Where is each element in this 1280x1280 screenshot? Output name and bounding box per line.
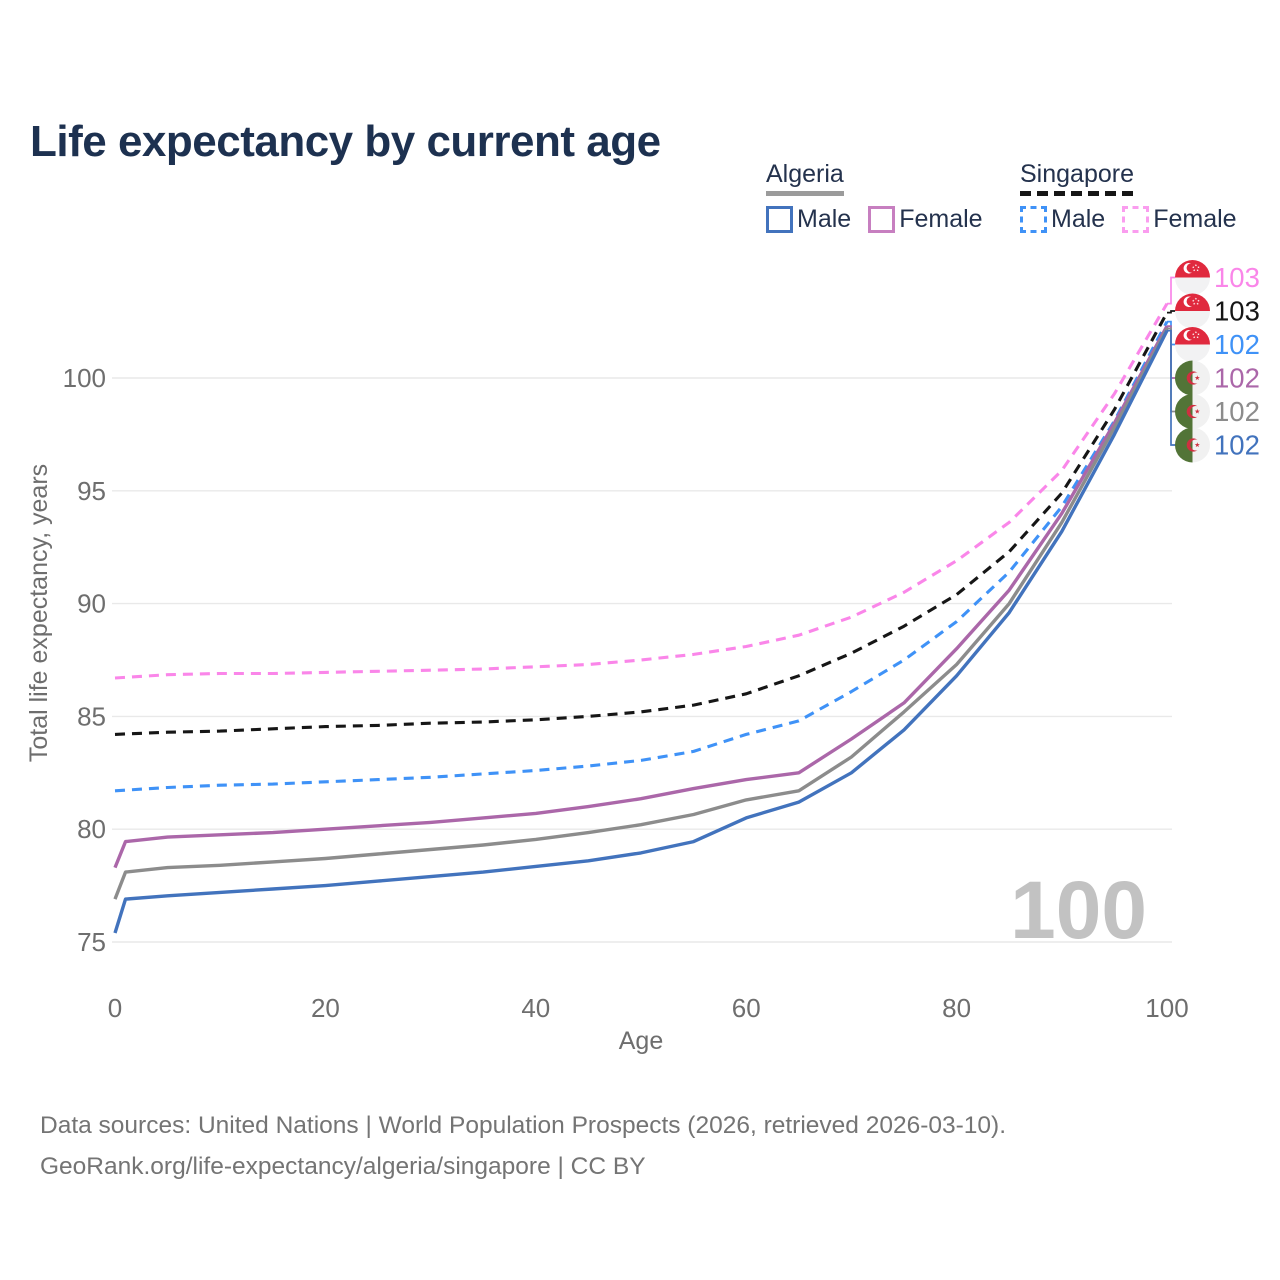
legend-country-singapore: Singapore: [1020, 161, 1134, 196]
legend-item-algeria-female[interactable]: Female: [868, 205, 983, 234]
y-tick-label: 95: [77, 476, 106, 506]
leader-line: [1167, 329, 1176, 446]
algeria-flag-icon: [1175, 360, 1210, 396]
end-value-label: 102: [1214, 363, 1260, 394]
singapore-flag-icon: [1175, 293, 1210, 329]
singapore-female-checkbox[interactable]: [1122, 206, 1150, 233]
leader-line: [1167, 310, 1176, 314]
y-tick-label: 80: [77, 814, 106, 844]
singapore-male-checkbox[interactable]: [1020, 206, 1047, 233]
end-value-label: 102: [1214, 396, 1260, 427]
y-tick-label: 90: [77, 589, 106, 619]
end-value-label: 103: [1214, 296, 1260, 327]
footer: Data sources: United Nations | World Pop…: [40, 1106, 1006, 1187]
y-axis-title: Total life expectancy, years: [25, 464, 53, 762]
algeria-flag-icon: [1175, 427, 1210, 463]
x-tick-label: 80: [942, 993, 971, 1023]
singapore-line-style-swatch: [1020, 191, 1134, 196]
legend-country-label: Algeria: [766, 160, 844, 188]
y-tick-label: 75: [77, 927, 106, 957]
series-line-singapore-female: [114, 302, 1169, 680]
legend-item-label: Female: [1153, 205, 1237, 233]
legend-item-singapore-female[interactable]: Female: [1122, 205, 1237, 234]
singapore-flag-icon: [1175, 260, 1210, 295]
algeria-female-checkbox[interactable]: [868, 206, 896, 233]
series-line-singapore-total: [114, 311, 1169, 736]
end-value-label: 102: [1214, 430, 1260, 461]
algeria-flag-icon: [1175, 394, 1210, 429]
legend-item-algeria-male[interactable]: Male: [766, 205, 851, 234]
series-line-algeria-female: [113, 325, 1169, 869]
legend-group-singapore: Singapore Male Female: [1020, 161, 1237, 234]
algeria-line-style-swatch: [766, 191, 844, 196]
legend-item-label: Male: [1051, 205, 1106, 233]
legend-country-label: Singapore: [1020, 160, 1134, 188]
page-title: Life expectancy by current age: [30, 117, 661, 167]
singapore-flag-icon: [1175, 327, 1210, 362]
y-tick-label: 100: [63, 363, 106, 393]
legend-item-label: Male: [797, 205, 852, 233]
legend-item-singapore-male[interactable]: Male: [1020, 205, 1105, 234]
age-watermark: 100: [1010, 865, 1147, 956]
y-tick-label: 85: [77, 701, 106, 731]
series-line-algeria-male: [113, 329, 1169, 934]
leader-line: [1167, 276, 1176, 305]
attribution-line: GeoRank.org/life-expectancy/algeria/sing…: [40, 1152, 646, 1180]
data-sources-line: Data sources: United Nations | World Pop…: [40, 1112, 1007, 1139]
algeria-male-checkbox[interactable]: [766, 206, 793, 233]
x-tick-label: 0: [108, 993, 122, 1023]
end-value-label: 102: [1214, 329, 1260, 360]
legend-item-label: Female: [899, 205, 983, 233]
x-tick-label: 100: [1145, 993, 1188, 1023]
series-line-algeria-total: [113, 327, 1169, 900]
x-tick-label: 60: [732, 993, 761, 1023]
x-tick-label: 40: [521, 993, 550, 1023]
series-line-singapore-male: [114, 320, 1169, 793]
legend-group-algeria: Algeria Male Female: [766, 161, 983, 234]
end-value-label: 103: [1214, 262, 1260, 293]
x-axis-title: Age: [619, 1027, 663, 1055]
legend-country-algeria: Algeria: [766, 161, 844, 196]
x-tick-label: 20: [311, 993, 340, 1023]
